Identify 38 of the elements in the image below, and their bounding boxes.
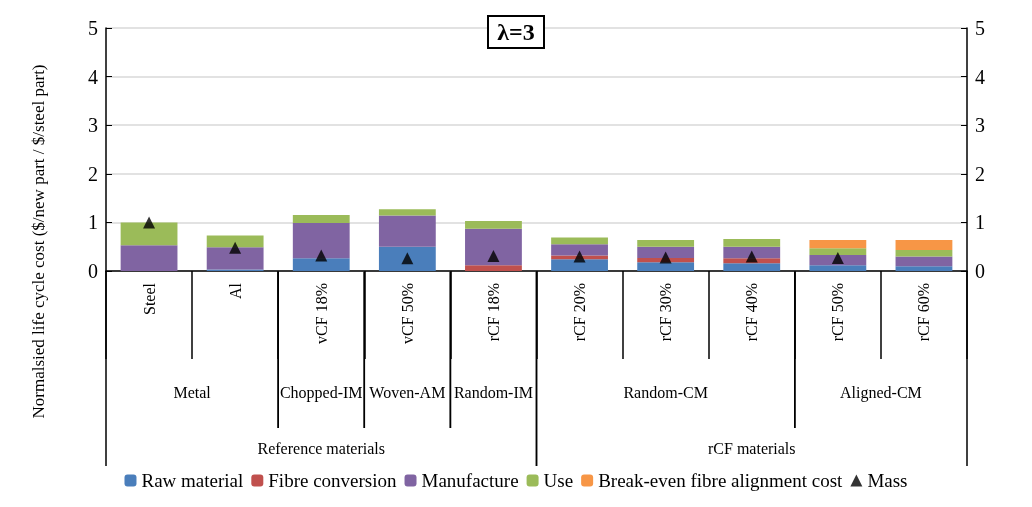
y2-tick-label: 3 [975, 114, 985, 137]
x-tick-label: Steel [140, 282, 158, 315]
legend-label: Fibre conversion [268, 470, 398, 491]
text: rCF materials [707, 439, 796, 457]
text: Chopped-IM [279, 383, 363, 402]
text: Reference materials [257, 439, 385, 457]
y2-tick-label: 1 [975, 211, 985, 234]
legend-label: Break-even fibre alignment cost [598, 470, 844, 491]
y-tick-label: 2 [88, 162, 98, 185]
text: Woven-AM [369, 383, 446, 401]
x-tick-label: rCF 18% [484, 283, 502, 342]
text: Random-IM [453, 383, 533, 401]
x-tick-label: rCF 60% [915, 283, 933, 342]
legend-label: Raw material [141, 470, 244, 491]
x-tick-label: rCF 50% [829, 283, 847, 342]
x-tick-label: rCF 30% [657, 283, 675, 342]
legend-label: Manufacture [421, 470, 519, 491]
y2-tick-label: 5 [975, 17, 985, 39]
y2-tick-label: 0 [975, 260, 985, 282]
y-tick-label: 4 [88, 65, 98, 88]
y-axis-title: Normalsied life cycle cost ($/new part / $/steel part) [28, 64, 48, 419]
x-tick-label: vCF 18% [312, 283, 330, 344]
text: Random-CM [623, 383, 708, 401]
legend-label: Use [543, 470, 574, 491]
y2-tick-label: 4 [975, 65, 985, 88]
y-tick-label: 5 [88, 17, 98, 39]
text: Metal [173, 383, 212, 401]
text: Aligned-CM [840, 383, 922, 402]
chart-title: λ=3 [497, 19, 535, 45]
y-tick-label: 3 [88, 114, 98, 137]
x-tick-label: rCF 20% [571, 283, 589, 342]
x-tick-label: rCF 40% [743, 283, 761, 342]
y2-tick-label: 2 [975, 162, 985, 185]
x-tick-label: Al [226, 282, 244, 299]
legend-label: Mass [867, 470, 908, 491]
x-tick-label: vCF 50% [398, 283, 416, 344]
y-tick-label: 0 [88, 260, 98, 282]
y-tick-label: 1 [88, 211, 98, 234]
